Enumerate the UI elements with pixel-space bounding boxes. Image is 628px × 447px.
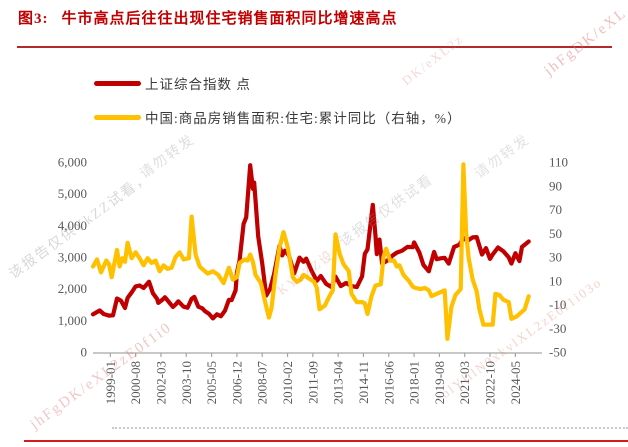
dotted-divider: [112, 427, 628, 429]
left-axis-tick-label: 5,000: [58, 186, 87, 201]
figure-title-text: 牛市高点后往往出现住宅销售面积同比增速高点: [61, 11, 398, 27]
right-axis-tick-label: 50: [549, 226, 562, 241]
right-axis-tick-label: -10: [549, 297, 566, 312]
legend-label-housing: 中国:商品房销售面积:住宅:累计同比（右轴，%）: [145, 111, 462, 126]
chart-legend: 上证综合指数 点 中国:商品房销售面积:住宅:累计同比（右轴，%）: [94, 74, 462, 142]
right-axis-tick-label: 90: [549, 178, 562, 193]
x-axis-tick-label: 2014-11: [356, 361, 371, 404]
right-axis-tick-label: 10: [549, 273, 562, 288]
left-axis-tick-label: 0: [81, 345, 88, 360]
x-axis-tick-label: 2000-08: [128, 361, 143, 404]
x-axis-tick-label: 2024-05: [508, 361, 523, 404]
right-axis-tick-label: 110: [549, 155, 568, 170]
legend-marker-sse: [94, 80, 141, 86]
x-axis-tick-label: 2022-10: [483, 361, 498, 404]
x-axis-tick-label: 2011-09: [305, 361, 320, 404]
right-axis-tick-label: 70: [549, 202, 562, 217]
housing-sales-yoy-line: [90, 162, 531, 341]
x-axis-tick-label: 2018-01: [407, 361, 422, 404]
sse-composite-line: [90, 163, 531, 321]
x-axis-tick-label: 1999-01: [103, 361, 118, 404]
right-axis-tick-label: -30: [549, 321, 566, 336]
right-axis-tick-label: 30: [549, 250, 562, 265]
x-axis-tick-label: 2013-04: [331, 361, 346, 405]
legend-item-sse: 上证综合指数 点: [94, 74, 462, 92]
bottom-border: [24, 440, 628, 442]
title-divider: [17, 46, 612, 48]
legend-item-housing: 中国:商品房销售面积:住宅:累计同比（右轴，%）: [94, 108, 462, 126]
legend-label-sse: 上证综合指数 点: [145, 77, 251, 92]
x-axis-tick-label: 2010-02: [280, 361, 295, 404]
x-axis-tick-label: 2008-07: [255, 361, 270, 405]
x-axis-tick-label: 2003-10: [179, 361, 194, 404]
left-axis-tick-label: 6,000: [58, 155, 87, 170]
left-axis-tick-label: 4,000: [58, 218, 87, 233]
x-axis-tick-label: 2021-03: [457, 361, 472, 404]
left-axis-tick-label: 3,000: [58, 250, 87, 265]
x-axis-tick-label: 2016-06: [381, 361, 396, 405]
legend-marker-housing: [94, 114, 141, 120]
right-axis-tick-label: -50: [549, 345, 566, 360]
x-axis-tick-label: 2006-12: [229, 361, 244, 404]
x-axis-tick-label: 2019-08: [432, 361, 447, 404]
figure-title: 图3: 牛市高点后往往出现住宅销售面积同比增速高点: [18, 7, 398, 28]
left-axis-tick-label: 1,000: [58, 313, 87, 328]
figure-label: 图3:: [18, 11, 49, 27]
left-axis-tick-label: 2,000: [58, 281, 87, 296]
x-axis-tick-label: 2005-05: [204, 361, 219, 404]
x-axis-tick-label: 2002-03: [153, 361, 168, 404]
